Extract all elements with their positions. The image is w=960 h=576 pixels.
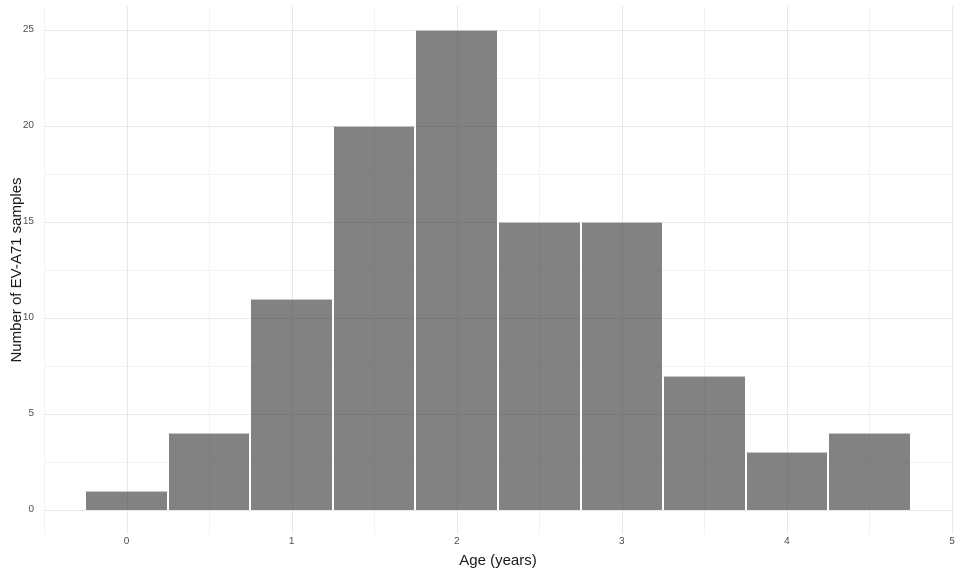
minor-gridline-vertical (209, 6, 211, 534)
y-axis-tick-label: 0 (28, 504, 34, 515)
y-axis-tick-label: 15 (22, 216, 34, 227)
major-gridline-vertical (786, 6, 788, 534)
x-axis-tick-label: 0 (123, 536, 130, 547)
major-gridline-vertical (126, 6, 128, 534)
x-axis-tick-label: 4 (784, 536, 790, 547)
minor-gridline-horizontal (44, 78, 952, 79)
minor-gridline-vertical (869, 6, 871, 534)
minor-gridline-vertical (704, 6, 706, 534)
histogram-bar (745, 452, 829, 510)
x-axis-title: Age (years) (459, 552, 537, 569)
x-axis-tick-label: 5 (949, 536, 955, 547)
y-axis-tick-label: 20 (22, 120, 34, 131)
histogram-bar (498, 222, 581, 510)
y-axis-tick-label: 10 (22, 312, 34, 323)
x-axis-tick-label: 2 (453, 536, 460, 547)
major-gridline-horizontal (44, 30, 952, 31)
minor-gridline-vertical (44, 6, 45, 534)
x-axis-tick-label: 1 (288, 536, 295, 547)
histogram-bar (828, 433, 911, 510)
major-gridline-horizontal (44, 126, 952, 127)
histogram-bar (167, 433, 251, 510)
histogram-bar (663, 375, 746, 510)
histogram-bar (85, 490, 168, 510)
major-gridline-vertical (952, 6, 953, 534)
histogram-bar (332, 126, 416, 510)
minor-gridline-horizontal (44, 174, 952, 175)
y-axis-title: Number of EV-A71 samples (8, 177, 25, 363)
histogram-bar (580, 222, 664, 510)
histogram-bar (415, 30, 498, 510)
histogram-bar (250, 298, 333, 510)
y-axis-tick-label: 25 (22, 24, 34, 35)
plot-panel (44, 6, 953, 534)
major-gridline-vertical (291, 6, 293, 534)
x-axis-tick-label: 3 (619, 536, 625, 547)
y-axis-tick-label: 5 (28, 408, 34, 419)
major-gridline-horizontal (44, 510, 952, 511)
